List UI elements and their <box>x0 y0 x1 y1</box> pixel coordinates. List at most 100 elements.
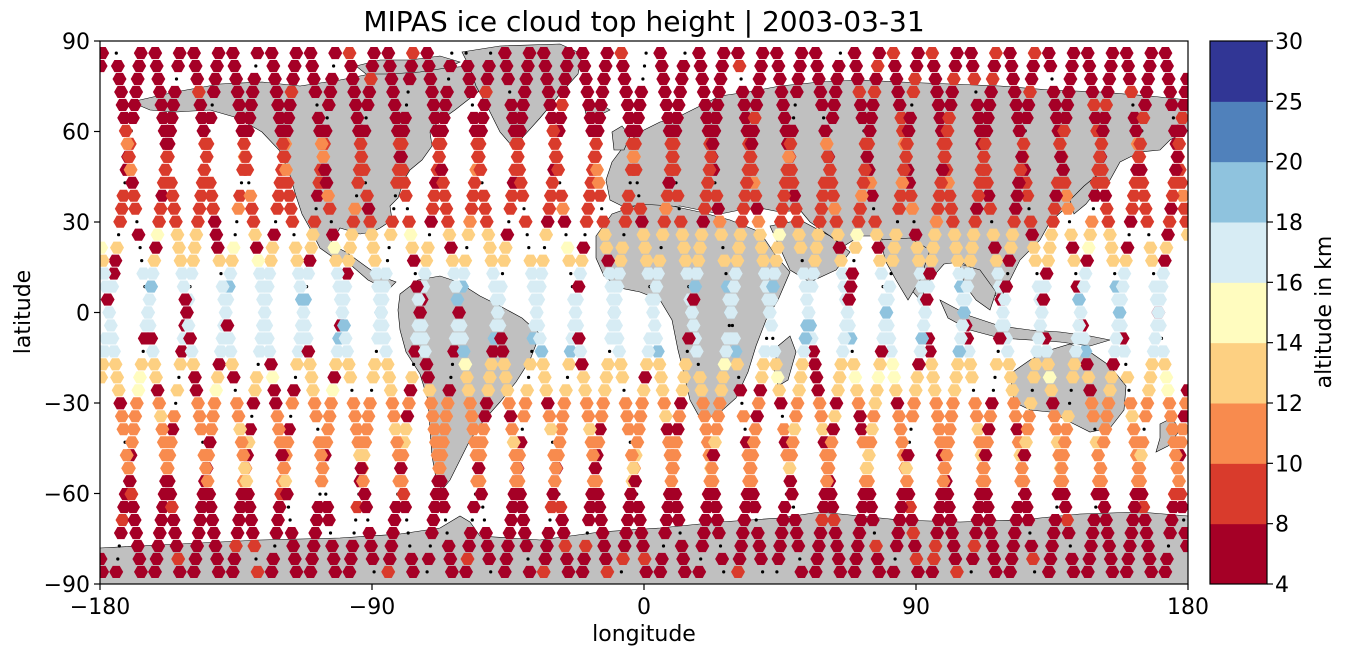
hex-marker <box>861 137 876 150</box>
nodata-point <box>350 388 354 392</box>
hex-marker <box>829 215 844 228</box>
hex-marker <box>834 358 849 371</box>
hex-marker <box>676 60 691 73</box>
hex-marker <box>422 384 437 397</box>
hex-marker <box>931 514 946 527</box>
hex-marker <box>381 47 396 60</box>
hex-marker <box>282 423 297 436</box>
hex-marker <box>1137 189 1151 202</box>
hex-marker <box>241 488 255 501</box>
hex-marker <box>269 85 284 98</box>
hex-marker <box>1099 410 1114 423</box>
hex-marker <box>869 72 884 86</box>
hex-marker <box>1119 47 1134 60</box>
hex-marker <box>911 565 925 578</box>
hex-marker <box>991 267 1006 280</box>
hex-marker <box>200 475 215 488</box>
hex-marker <box>505 189 519 202</box>
hex-marker <box>482 552 497 565</box>
hex-marker <box>1164 514 1179 527</box>
hex-marker <box>947 384 962 397</box>
hex-marker <box>665 150 680 163</box>
hex-marker <box>674 72 689 86</box>
hex-marker <box>641 267 656 280</box>
hex-marker <box>528 293 543 306</box>
hex-marker <box>727 280 742 293</box>
hex-marker <box>114 85 129 98</box>
hex-marker <box>618 397 633 410</box>
hex-marker <box>428 111 443 124</box>
hex-marker <box>1026 241 1041 254</box>
hex-marker <box>911 47 926 60</box>
nodata-point <box>641 77 645 81</box>
chart-title: MIPAS ice cloud top height | 2003-03-31 <box>363 5 924 38</box>
hex-marker <box>887 371 902 384</box>
hex-marker <box>1084 539 1098 553</box>
hex-marker <box>901 124 916 137</box>
hex-marker <box>659 514 674 527</box>
hex-marker <box>934 176 949 189</box>
hex-marker <box>571 332 586 345</box>
hex-marker <box>654 371 668 384</box>
hex-marker <box>735 215 749 228</box>
hex-marker <box>367 254 382 267</box>
hex-marker <box>634 215 649 228</box>
hex-marker <box>911 358 926 371</box>
hex-marker <box>420 47 435 60</box>
hex-marker <box>190 72 205 86</box>
hex-marker <box>452 306 466 319</box>
hex-marker <box>1000 345 1015 358</box>
hex-marker <box>1003 565 1018 578</box>
hex-marker <box>1179 215 1188 228</box>
hex-marker <box>1003 241 1018 254</box>
hex-marker <box>427 423 442 436</box>
hex-marker <box>589 137 604 150</box>
nodata-point <box>413 272 417 276</box>
hex-marker <box>633 410 648 423</box>
hex-marker <box>306 539 321 553</box>
hex-marker <box>576 241 591 254</box>
hex-marker <box>1138 410 1153 423</box>
hex-marker <box>950 47 964 60</box>
hex-marker <box>102 306 117 319</box>
hex-marker <box>294 293 309 306</box>
hex-marker <box>750 527 765 540</box>
hex-marker <box>377 332 392 345</box>
nodata-point <box>522 207 526 211</box>
hex-marker <box>961 267 976 280</box>
hex-marker <box>832 371 847 384</box>
hex-marker <box>105 332 120 345</box>
hex-marker <box>350 501 365 514</box>
hex-marker <box>153 410 168 423</box>
hex-marker <box>831 384 845 397</box>
hex-marker <box>1165 423 1180 436</box>
hex-marker <box>179 306 194 319</box>
hex-marker <box>1044 384 1059 397</box>
hex-marker <box>970 98 985 111</box>
nodata-point <box>622 388 626 392</box>
hex-marker <box>229 72 244 86</box>
hex-marker <box>547 475 562 488</box>
hex-marker <box>507 124 522 137</box>
hex-marker <box>577 552 592 565</box>
hex-marker <box>926 60 941 73</box>
hex-marker <box>1041 565 1056 578</box>
hex-marker <box>1007 215 1022 228</box>
nodata-point <box>352 531 356 535</box>
hex-marker <box>207 215 222 228</box>
hex-marker <box>888 228 903 241</box>
hex-marker <box>359 501 374 514</box>
hex-marker <box>885 358 900 371</box>
hex-marker <box>899 462 914 475</box>
hex-marker <box>621 423 636 436</box>
hex-marker <box>559 60 574 73</box>
hex-marker <box>125 176 140 189</box>
hex-marker <box>1005 384 1020 397</box>
hex-marker <box>103 319 118 332</box>
hex-marker <box>443 552 458 565</box>
hex-marker <box>966 228 981 241</box>
hex-marker <box>168 215 183 228</box>
hex-marker <box>546 124 561 137</box>
hex-marker <box>170 228 185 241</box>
hex-marker <box>670 189 685 202</box>
